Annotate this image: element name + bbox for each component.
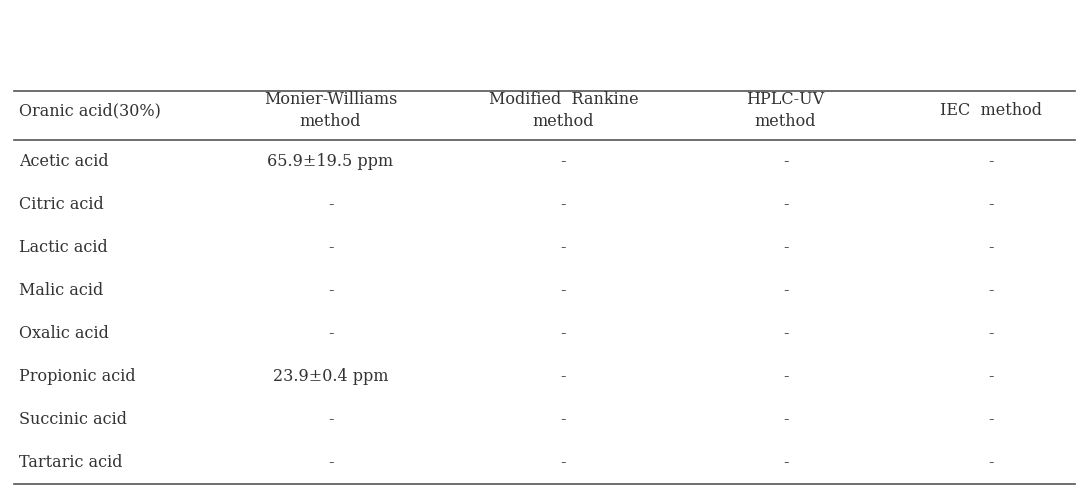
- Text: -: -: [783, 240, 788, 256]
- Text: Monier-Williams
method: Monier-Williams method: [264, 91, 397, 131]
- Text: -: -: [561, 454, 566, 471]
- Text: -: -: [561, 282, 566, 299]
- Text: Modified  Rankine
method: Modified Rankine method: [489, 91, 638, 131]
- Text: Malic acid: Malic acid: [19, 282, 103, 299]
- Text: -: -: [783, 282, 788, 299]
- Text: -: -: [989, 196, 994, 213]
- Text: Propionic acid: Propionic acid: [19, 368, 136, 385]
- Text: Oxalic acid: Oxalic acid: [19, 326, 109, 342]
- Text: -: -: [328, 326, 333, 342]
- Text: -: -: [783, 412, 788, 428]
- Text: IEC  method: IEC method: [941, 102, 1042, 119]
- Text: -: -: [989, 240, 994, 256]
- Text: -: -: [783, 326, 788, 342]
- Text: Tartaric acid: Tartaric acid: [19, 454, 123, 471]
- Text: -: -: [989, 282, 994, 299]
- Text: -: -: [783, 196, 788, 213]
- Text: Acetic acid: Acetic acid: [19, 154, 109, 170]
- Text: 65.9±19.5 ppm: 65.9±19.5 ppm: [268, 154, 393, 170]
- Text: -: -: [989, 154, 994, 170]
- Text: Oranic acid(30%): Oranic acid(30%): [19, 102, 161, 119]
- Text: Citric acid: Citric acid: [19, 196, 103, 213]
- Text: -: -: [561, 196, 566, 213]
- Text: -: -: [328, 412, 333, 428]
- Text: -: -: [561, 326, 566, 342]
- Text: HPLC-UV
method: HPLC-UV method: [746, 91, 824, 131]
- Text: -: -: [989, 368, 994, 385]
- Text: -: -: [783, 368, 788, 385]
- Text: -: -: [989, 454, 994, 471]
- Text: 23.9±0.4 ppm: 23.9±0.4 ppm: [272, 368, 389, 385]
- Text: -: -: [561, 240, 566, 256]
- Text: Lactic acid: Lactic acid: [19, 240, 108, 256]
- Text: -: -: [989, 326, 994, 342]
- Text: -: -: [328, 282, 333, 299]
- Text: -: -: [989, 412, 994, 428]
- Text: Succinic acid: Succinic acid: [19, 412, 127, 428]
- Text: -: -: [561, 154, 566, 170]
- Text: -: -: [783, 154, 788, 170]
- Text: -: -: [328, 454, 333, 471]
- Text: -: -: [328, 196, 333, 213]
- Text: -: -: [561, 368, 566, 385]
- Text: -: -: [783, 454, 788, 471]
- Text: -: -: [328, 240, 333, 256]
- Text: -: -: [561, 412, 566, 428]
